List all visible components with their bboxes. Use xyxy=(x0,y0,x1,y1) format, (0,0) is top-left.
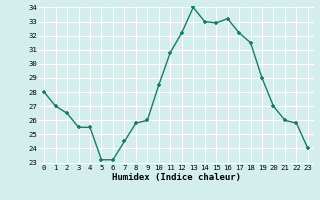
X-axis label: Humidex (Indice chaleur): Humidex (Indice chaleur) xyxy=(111,173,241,182)
